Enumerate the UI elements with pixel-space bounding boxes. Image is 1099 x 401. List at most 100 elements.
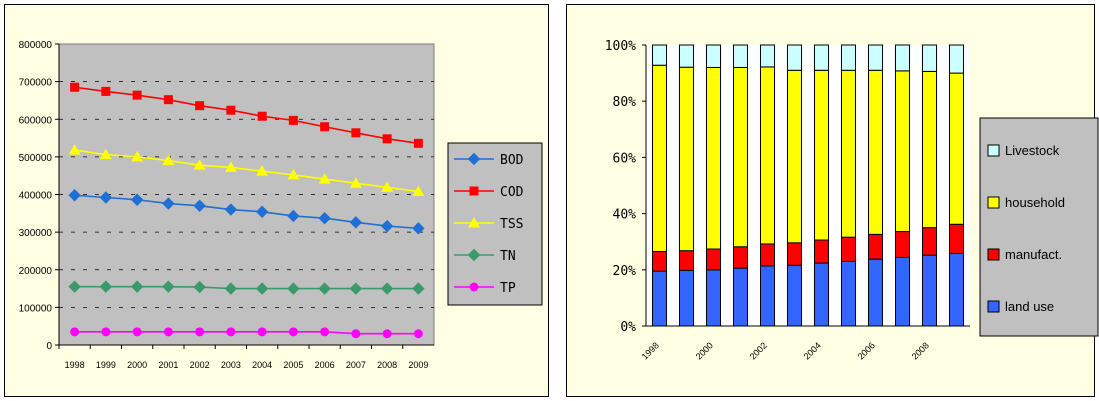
- x-tick-label: 2008: [377, 360, 397, 370]
- x-tick-label: 2003: [221, 360, 241, 370]
- x-tick-label: 2007: [346, 360, 366, 370]
- bar-land-use: [732, 267, 749, 327]
- point-bod: [412, 222, 425, 235]
- bar-manufact: [732, 246, 749, 269]
- point-bod: [68, 189, 81, 202]
- y-tick-label: 600000: [19, 115, 53, 126]
- point-bod: [224, 203, 238, 216]
- legend-label-tss: TSS: [500, 217, 523, 232]
- legend-swatch-land-use: [987, 300, 1000, 313]
- point-cod: [382, 134, 392, 144]
- bar-manufact: [651, 251, 668, 272]
- bar-livestock: [894, 44, 911, 72]
- series-line-tp: [74, 331, 419, 335]
- bar-manufact: [678, 250, 695, 271]
- point-tn: [287, 282, 300, 295]
- bar-manufact: [813, 239, 830, 264]
- point-tn: [130, 280, 144, 293]
- x-tick-label: 2001: [158, 360, 178, 370]
- y-tick-label: 80%: [613, 95, 637, 110]
- point-bod: [193, 199, 206, 212]
- point-bod: [349, 216, 363, 229]
- point-tss: [318, 173, 331, 184]
- x-tick-label: 1998: [640, 340, 661, 361]
- bar-land-use: [786, 264, 803, 327]
- point-tss: [349, 177, 362, 188]
- bar-land-use: [867, 258, 884, 327]
- bar-household: [894, 70, 911, 233]
- point-tp: [70, 327, 80, 337]
- point-tn: [193, 280, 206, 294]
- y-tick-label: 500000: [19, 153, 53, 164]
- point-cod: [413, 138, 423, 148]
- legend-marker-bod: [467, 152, 481, 166]
- bar-livestock: [921, 44, 938, 72]
- x-tick-label: 2004: [252, 360, 272, 370]
- bar-household: [867, 69, 884, 235]
- point-tn: [99, 280, 113, 293]
- y-tick-label: 40%: [613, 208, 637, 223]
- point-tss: [287, 168, 300, 180]
- bar-household: [921, 70, 938, 229]
- legend-label-tp: TP: [500, 281, 516, 296]
- point-cod: [195, 101, 205, 111]
- point-tss: [412, 185, 425, 196]
- point-tn: [380, 282, 394, 295]
- point-cod: [320, 122, 330, 132]
- series-line-tss: [74, 149, 419, 193]
- point-bod: [255, 205, 269, 219]
- x-tick-label: 2009: [408, 360, 428, 370]
- bar-household: [813, 69, 830, 241]
- x-tick-label: 1999: [96, 360, 116, 370]
- point-tp: [257, 327, 267, 337]
- legend-marker-tn: [467, 248, 481, 262]
- bar-land-use: [921, 254, 938, 327]
- point-tp: [226, 327, 236, 337]
- point-cod: [163, 95, 173, 105]
- bar-manufact: [705, 248, 722, 271]
- point-bod: [318, 211, 331, 225]
- point-tp: [132, 327, 142, 337]
- bar-manufact: [840, 236, 857, 262]
- point-tn: [162, 280, 175, 293]
- bar-household: [705, 66, 722, 250]
- point-tss: [162, 154, 175, 166]
- point-tss: [131, 150, 144, 162]
- bar-land-use: [948, 253, 965, 327]
- legend-marker-cod: [469, 186, 479, 196]
- x-tick-label: 2004: [802, 340, 823, 361]
- point-tp: [163, 327, 173, 337]
- x-tick-label: 2000: [127, 360, 147, 370]
- legend-swatch-household: [987, 196, 1000, 209]
- x-tick-label: 2006: [315, 360, 335, 370]
- bar-land-use: [678, 269, 695, 327]
- legend-label-household: household: [1005, 195, 1065, 210]
- point-tn: [68, 280, 81, 293]
- x-tick-label: 2008: [910, 340, 931, 361]
- bar-household: [759, 66, 776, 245]
- bar-household: [732, 66, 749, 248]
- series-line-cod: [74, 86, 419, 145]
- point-tss: [381, 181, 394, 192]
- point-cod: [351, 128, 361, 138]
- point-tp: [195, 327, 205, 337]
- x-tick-label: 1998: [65, 360, 85, 370]
- bar-livestock: [813, 44, 830, 71]
- bar-livestock: [759, 44, 776, 68]
- point-tp: [288, 327, 298, 337]
- y-tick-label: 0%: [620, 320, 636, 335]
- y-tick-label: 800000: [19, 40, 53, 51]
- y-tick-label: 60%: [613, 151, 637, 166]
- bar-manufact: [867, 233, 884, 260]
- bar-household: [678, 66, 695, 252]
- legend-label-manufact: manufact.: [1005, 247, 1062, 262]
- bar-livestock: [786, 44, 803, 71]
- bar-livestock: [678, 44, 695, 68]
- y-tick-label: 100%: [605, 39, 636, 54]
- x-tick-label: 2006: [856, 340, 877, 361]
- x-tick-label: 2005: [283, 360, 303, 370]
- legend-label-bod: BOD: [500, 153, 524, 168]
- x-tick-label: 2000: [694, 340, 715, 361]
